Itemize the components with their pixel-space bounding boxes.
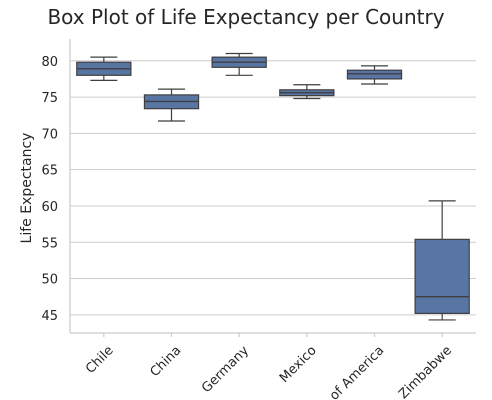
box-china	[143, 88, 200, 122]
boxes	[76, 52, 470, 321]
box-germany	[211, 52, 267, 76]
y-tick-label: 70	[41, 127, 58, 142]
axes	[69, 39, 476, 337]
y-tick-label: 55	[41, 236, 58, 251]
y-axis-label: Life Expectancy	[19, 133, 35, 244]
y-tick-label: 60	[41, 200, 58, 215]
y-tick-label: 75	[41, 91, 58, 106]
box-of-america	[346, 65, 403, 85]
x-tick-label: China	[147, 343, 184, 380]
box-zimbabwe	[414, 200, 470, 321]
box-chile	[76, 56, 132, 81]
tick-labels: 45 50 55 60 65 70 75 80 Chile China Germany Mexico o…	[41, 55, 455, 400]
iqr-box	[414, 238, 470, 315]
x-tick-label: Zimbabwe	[396, 343, 455, 400]
gridlines	[70, 60, 476, 316]
y-tick-label: 80	[41, 55, 58, 70]
x-tick-label: Germany	[199, 343, 252, 396]
iqr-box	[346, 69, 403, 80]
x-tick-label: Chile	[83, 343, 117, 377]
y-tick-label: 65	[41, 164, 58, 179]
box-mexico	[279, 84, 335, 100]
chart-title: Box Plot of Life Expectancy per Country	[47, 5, 444, 29]
x-tick-label: of America	[327, 343, 387, 400]
x-tick-label: Mexico	[277, 343, 320, 386]
y-tick-label: 50	[41, 273, 58, 288]
y-tick-label: 45	[41, 309, 58, 324]
